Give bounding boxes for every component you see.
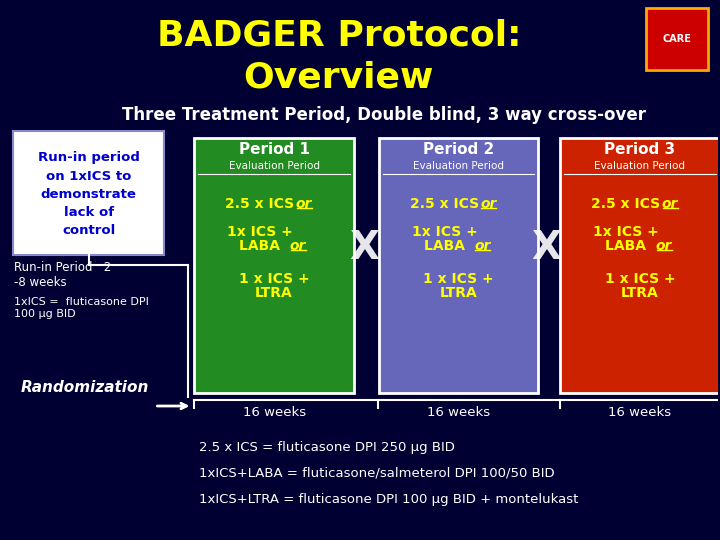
Text: 16 weeks: 16 weeks [427,406,490,419]
Text: Run-in Period   2
-8 weeks: Run-in Period 2 -8 weeks [14,261,111,289]
Text: or: or [296,197,312,211]
Text: Evaluation Period: Evaluation Period [228,161,320,171]
Text: BADGER Protocol:: BADGER Protocol: [157,19,521,53]
Text: 16 weeks: 16 weeks [608,406,672,419]
Text: Period 3: Period 3 [604,143,675,158]
Text: X: X [531,229,561,267]
Text: LABA: LABA [423,239,469,253]
Bar [560,138,719,393]
Text: 2.5 x ICS: 2.5 x ICS [410,197,484,211]
Text: 1xICS+LABA = fluticasone/salmeterol DPI 100/50 BID: 1xICS+LABA = fluticasone/salmeterol DPI … [199,467,555,480]
Text: Three Treatment Period, Double blind, 3 way cross-over: Three Treatment Period, Double blind, 3 … [122,106,646,124]
Bar [194,138,354,393]
Text: LTRA: LTRA [621,286,659,300]
Text: LTRA: LTRA [440,286,477,300]
Text: 2.5 x ICS: 2.5 x ICS [591,197,665,211]
Text: LABA: LABA [605,239,651,253]
Bar [646,8,708,70]
Text: or: or [290,239,306,253]
Text: X: X [348,229,379,267]
Text: 1x ICS +: 1x ICS + [593,225,659,239]
Text: CARE: CARE [662,34,691,44]
Text: LABA: LABA [239,239,285,253]
Text: Run-in period
on 1xICS to
demonstrate
lack of
control: Run-in period on 1xICS to demonstrate la… [37,152,140,237]
Text: or: or [480,197,497,211]
Text: Randomization: Randomization [21,381,149,395]
Text: Overview: Overview [243,61,434,95]
Text: Period 2: Period 2 [423,143,494,158]
Text: 1x ICS +: 1x ICS + [412,225,477,239]
Bar [379,138,539,393]
Text: 1 x ICS +: 1 x ICS + [423,272,494,286]
Text: LTRA: LTRA [255,286,293,300]
Text: Evaluation Period: Evaluation Period [413,161,504,171]
Text: Evaluation Period: Evaluation Period [595,161,685,171]
Text: or: or [662,197,678,211]
Text: 2.5 x ICS: 2.5 x ICS [225,197,299,211]
Text: 1xICS+LTRA = fluticasone DPI 100 μg BID + montelukast: 1xICS+LTRA = fluticasone DPI 100 μg BID … [199,492,579,505]
Text: or: or [656,239,672,253]
Text: 16 weeks: 16 weeks [243,406,306,419]
Text: 1x ICS +: 1x ICS + [228,225,293,239]
Text: 1 x ICS +: 1 x ICS + [605,272,675,286]
FancyBboxPatch shape [13,131,164,255]
Text: Period 1: Period 1 [238,143,310,158]
Text: 2.5 x ICS = fluticasone DPI 250 μg BID: 2.5 x ICS = fluticasone DPI 250 μg BID [199,441,455,454]
Text: or: or [474,239,490,253]
Text: 1 x ICS +: 1 x ICS + [239,272,310,286]
Text: 1xICS =  fluticasone DPI
100 μg BID: 1xICS = fluticasone DPI 100 μg BID [14,297,149,319]
